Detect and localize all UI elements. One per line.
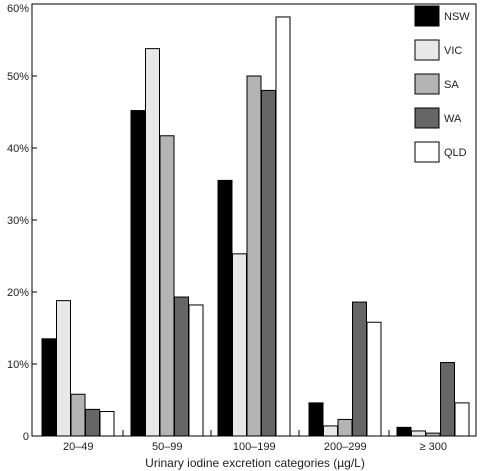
bars-layer: [41, 16, 470, 437]
bar-wa-3: [261, 89, 276, 437]
bar-sa-3: [246, 75, 262, 437]
y-tick-label: 20%: [7, 287, 29, 299]
x-category-label: 200–299: [324, 441, 367, 453]
x-category-label: 20–49: [63, 441, 94, 453]
y-tick-label: 60%: [7, 3, 29, 15]
bar-nsw-4: [308, 402, 324, 437]
bar-sa-1: [70, 393, 86, 437]
x-category-label: 50–99: [152, 441, 183, 453]
bar-wa-1: [85, 408, 100, 437]
y-tick-label: 0: [23, 431, 29, 443]
legend-swatch-nsw: [414, 5, 440, 27]
y-tick-label: 40%: [7, 143, 29, 155]
bar-vic-3: [232, 253, 247, 437]
y-tick-label: 50%: [7, 71, 29, 83]
legend-label-vic: VIC: [444, 45, 462, 57]
legend-swatch-vic: [414, 39, 440, 61]
legend-swatch-sa: [414, 73, 440, 95]
bar-sa-2: [159, 135, 175, 437]
bar-vic-5: [411, 430, 426, 437]
x-axis-ticks: 20–49 50–99 100–199 200–299 ≥ 300: [63, 430, 447, 453]
bar-qld-5: [454, 402, 470, 437]
bar-nsw-2: [130, 110, 146, 437]
bar-wa-4: [352, 301, 367, 437]
x-category-label: 100–199: [233, 441, 276, 453]
bar-sa-4: [337, 418, 353, 437]
y-axis-ticks: 0 10% 20% 30% 40% 50% 60%: [7, 3, 37, 443]
bar-wa-5: [440, 362, 455, 437]
bar-vic-1: [56, 300, 71, 437]
legend-label-wa: WA: [444, 113, 462, 125]
legend: NSW VIC SA WA QLD: [414, 5, 470, 163]
y-tick-label: 10%: [7, 359, 29, 371]
bar-qld-1: [99, 411, 115, 437]
legend-swatch-qld: [414, 141, 440, 163]
x-axis-title: Urinary iodine excretion categories (µg/…: [145, 456, 365, 470]
legend-swatch-wa: [414, 107, 440, 129]
bar-qld-2: [188, 304, 204, 437]
bar-qld-3: [275, 16, 291, 437]
bar-nsw-5: [396, 426, 412, 437]
bar-wa-2: [174, 296, 189, 437]
legend-label-nsw: NSW: [444, 11, 470, 23]
bar-nsw-3: [217, 179, 233, 437]
bar-qld-4: [366, 321, 382, 437]
x-category-label: ≥ 300: [420, 441, 447, 453]
bar-vic-2: [145, 48, 160, 437]
y-tick-label: 30%: [7, 215, 29, 227]
legend-label-sa: SA: [444, 79, 459, 91]
bar-nsw-1: [41, 338, 57, 437]
legend-label-qld: QLD: [444, 147, 467, 159]
bar-vic-4: [323, 425, 338, 437]
